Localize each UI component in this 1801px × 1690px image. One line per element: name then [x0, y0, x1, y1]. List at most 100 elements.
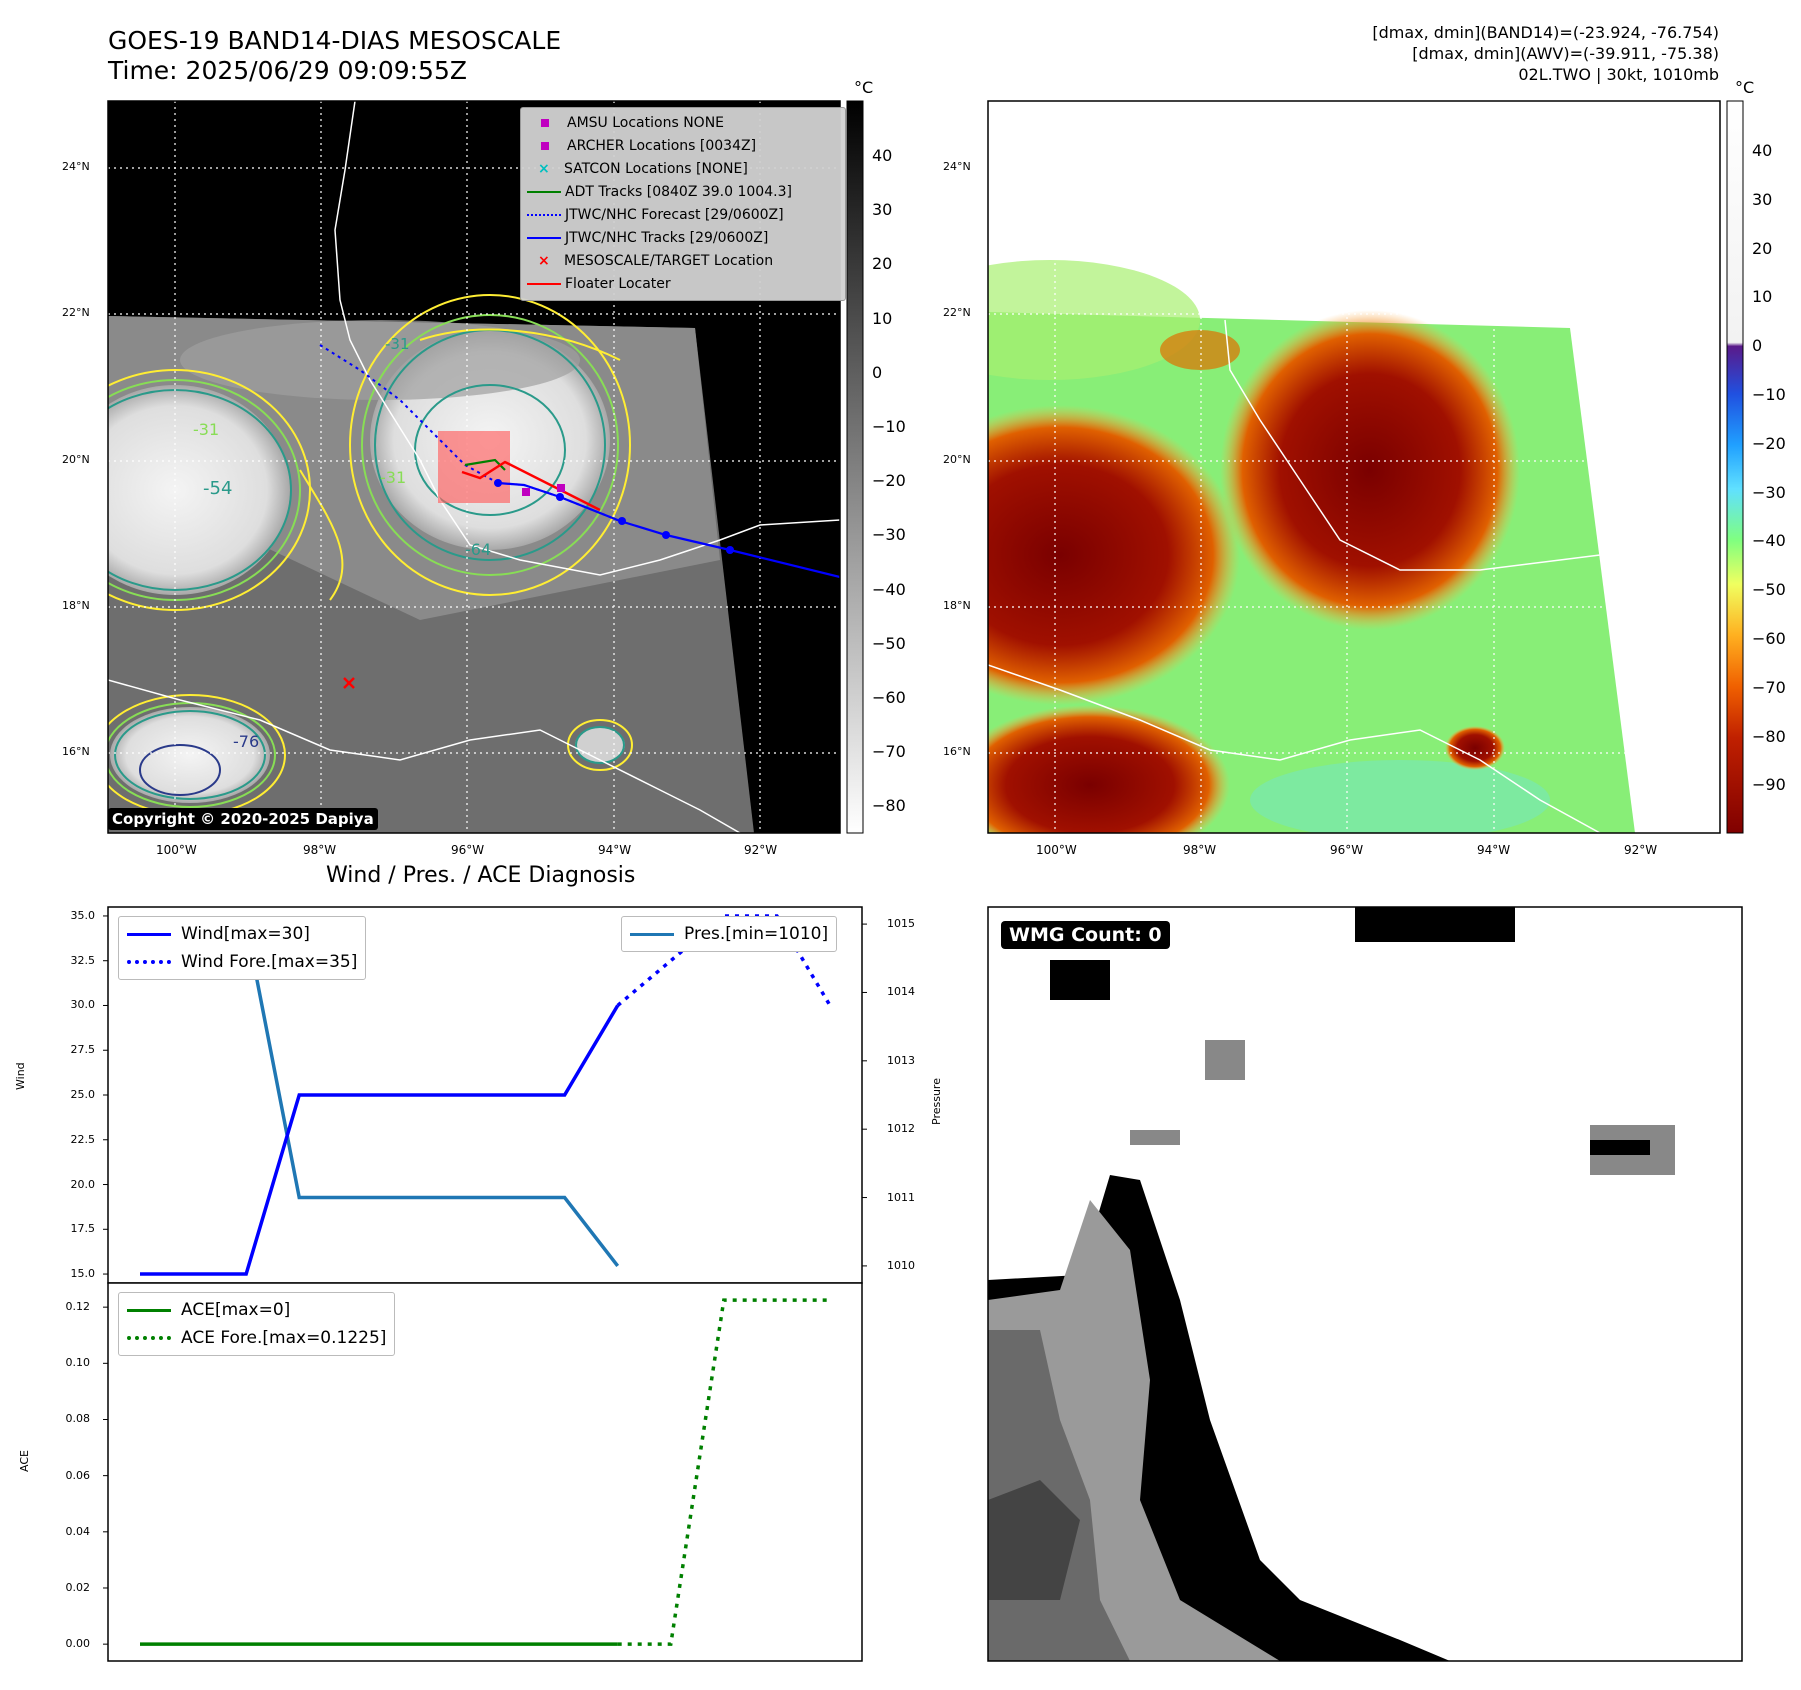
copyright-badge: Copyright © 2020-2025 Dapiya — [108, 808, 378, 830]
contour-label: -31 — [385, 335, 410, 353]
ace-tick-label: 0.00 — [65, 1637, 91, 1651]
ace-forecast-line — [617, 1298, 830, 1646]
awv-colorbar-tick: 0 — [1752, 336, 1763, 356]
awv-colorbar-tick: −50 — [1752, 580, 1786, 600]
legend-item-adt: ADT Tracks [0840Z 39.0 1004.3] — [527, 181, 839, 204]
awv-image — [988, 101, 1720, 833]
wmg-count-badge: WMG Count: 0 — [1001, 921, 1170, 949]
stats-info: [dmax, dmin](BAND14)=(-23.924, -76.754) … — [1372, 22, 1719, 85]
awv-colorbar-tick: −80 — [1752, 726, 1786, 746]
awv-colorbar-tick: 20 — [1752, 238, 1773, 258]
legend-item-forecast: JTWC/NHC Forecast [29/0600Z] — [527, 204, 839, 227]
awv-lon-label-4: 92°W — [1624, 843, 1658, 857]
legend-item-satcon: × SATCON Locations [NONE] — [538, 161, 748, 177]
ace-legend: ACE[max=0] ACE Fore.[max=0.1225] — [118, 1292, 396, 1356]
diagnosis-title: Wind / Pres. / ACE Diagnosis — [326, 863, 636, 888]
ir-lon-label-0: 100°W — [156, 843, 197, 857]
awv-colorbar-unit: °C — [1735, 78, 1755, 97]
ir-lon-label-1: 98°W — [303, 843, 337, 857]
pressure-tick-label: 1010 — [887, 1258, 915, 1272]
ir-colorbar-tick: −40 — [872, 579, 906, 599]
ir-lat-label-2: 20°N — [62, 453, 90, 466]
pressure-legend: Pres.[min=1010] — [621, 916, 838, 952]
contour-label: -31 — [193, 420, 220, 439]
ir-colorbar-tick: −30 — [872, 525, 906, 545]
pressure-axis-label: Pressure — [930, 1078, 943, 1125]
wind-line — [140, 1004, 620, 1276]
legend-item-archer: ARCHER Locations [0034Z] — [527, 135, 839, 158]
ir-colorbar-tick: 20 — [872, 254, 893, 274]
awv-lat-label-4: 16°N — [943, 745, 971, 758]
wind-axis-label: Wind — [14, 1062, 27, 1090]
awv-colorbar-tick: −70 — [1752, 677, 1786, 697]
awv-lat-label-0: 24°N — [943, 160, 971, 173]
ir-lon-label-4: 92°W — [744, 843, 778, 857]
awv-colorbar-tick: −30 — [1752, 482, 1786, 502]
adt-track — [464, 458, 506, 471]
ir-colorbar-unit: °C — [854, 78, 874, 97]
ir-colorbar-tick: 0 — [872, 362, 883, 382]
wind-tick-label: 35.0 — [70, 908, 96, 922]
legend-item-nhc-tracks: JTWC/NHC Tracks [29/0600Z] — [527, 227, 839, 250]
ir-lat-label-1: 22°N — [62, 306, 90, 319]
pressure-tick-label: 1015 — [887, 917, 915, 931]
contour-label: -54 — [203, 478, 233, 499]
awv-colorbar-tick: 10 — [1752, 287, 1773, 307]
legend-item-target: × MESOSCALE/TARGET Location — [538, 253, 774, 269]
wind-tick-label: 25.0 — [70, 1088, 96, 1101]
pressure-tick-label: 1012 — [887, 1122, 915, 1136]
floater-track — [461, 460, 601, 512]
ir-lat-label-3: 18°N — [62, 599, 90, 612]
ace-tick-label: 0.08 — [65, 1412, 91, 1426]
ir-colorbar-tick: 40 — [872, 146, 893, 165]
pressure-tick-label: 1013 — [887, 1053, 915, 1067]
awv-lon-label-2: 96°W — [1330, 843, 1364, 857]
ace-tick-label: 0.12 — [65, 1300, 91, 1314]
awv-lon-label-3: 94°W — [1477, 843, 1511, 857]
legend-item-pressure: Pres.[min=1010] — [630, 920, 828, 948]
ace-tick-label: 0.02 — [65, 1580, 91, 1594]
awv-colorbar-tick: −40 — [1752, 531, 1786, 551]
wind-tick-label: 30.0 — [70, 998, 96, 1012]
ir-colorbar-tick: 30 — [872, 200, 893, 220]
title-line-1: GOES-19 BAND14-DIAS MESOSCALE — [108, 26, 562, 55]
wind-legend: Wind[max=30] Wind Fore.[max=35] — [118, 916, 367, 980]
awv-colorbar-tick: 40 — [1752, 141, 1773, 160]
ace-axis-label: ACE — [18, 1450, 31, 1472]
figure-title: GOES-19 BAND14-DIAS MESOSCALE Time: 2025… — [108, 26, 561, 86]
wind-tick-label: 22.5 — [70, 1132, 96, 1146]
ir-colorbar-tick: 10 — [872, 308, 893, 328]
wind-tick-label: 15.0 — [70, 1267, 96, 1281]
ir-colorbar-tick: −70 — [872, 742, 906, 762]
ace-tick-label: 0.06 — [65, 1468, 91, 1482]
ir-legend: AMSU Locations NONE ARCHER Locations [00… — [520, 107, 846, 301]
ir-lon-label-3: 94°W — [598, 843, 632, 857]
legend-item-wind: Wind[max=30] — [127, 920, 357, 948]
awv-colorbar-tick: −90 — [1752, 775, 1786, 795]
awv-lat-label-2: 20°N — [943, 453, 971, 466]
wind-tick-label: 17.5 — [70, 1222, 96, 1236]
target-marker — [343, 677, 355, 689]
stats-line-1: [dmax, dmin](BAND14)=(-23.924, -76.754) — [1372, 23, 1719, 42]
stats-line-3: 02L.TWO | 30kt, 1010mb — [1518, 65, 1719, 84]
awv-lat-label-1: 22°N — [943, 306, 971, 319]
ir-colorbar-tick: −10 — [872, 417, 906, 436]
awv-colorbar-tick: −10 — [1752, 385, 1786, 404]
ir-lat-label-4: 16°N — [62, 745, 90, 758]
wmg-image — [987, 906, 1743, 1662]
awv-lon-label-0: 100°W — [1036, 843, 1077, 857]
contour-label: -31 — [380, 468, 407, 487]
pressure-tick-label: 1011 — [887, 1190, 915, 1204]
wind-tick-label: 20.0 — [70, 1177, 96, 1191]
title-line-2: Time: 2025/06/29 09:09:55Z — [108, 56, 467, 85]
awv-colorbar-tick: 30 — [1752, 189, 1773, 209]
ir-colorbar-tick: −50 — [872, 633, 906, 653]
awv-colorbar-tick: −20 — [1752, 433, 1786, 453]
ir-colorbar-tick: −60 — [872, 688, 906, 707]
contour-label: -76 — [233, 732, 260, 751]
legend-item-floater: Floater Locater — [527, 273, 839, 296]
stats-line-2: [dmax, dmin](AWV)=(-39.911, -75.38) — [1412, 44, 1719, 63]
ir-colorbar-tick: −20 — [872, 471, 906, 491]
ir-lat-label-0: 24°N — [62, 160, 90, 173]
